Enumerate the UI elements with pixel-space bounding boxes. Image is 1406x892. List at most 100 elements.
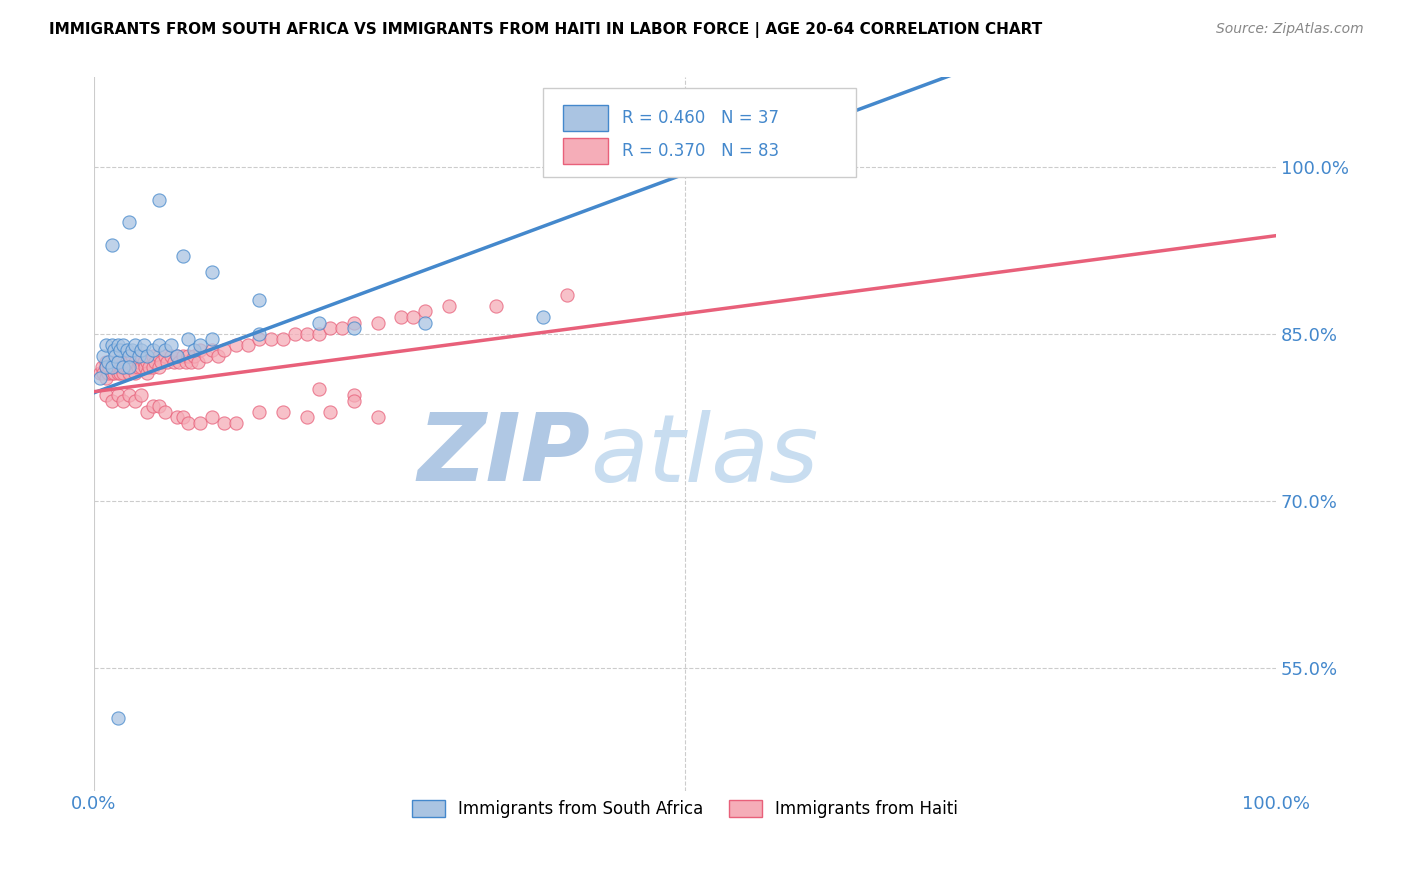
Point	[207, 349, 229, 363]
Point	[115, 360, 138, 375]
Point	[129, 349, 152, 363]
Point	[128, 354, 150, 368]
Point	[188, 338, 211, 352]
Point	[100, 354, 122, 368]
Point	[201, 410, 224, 425]
Point	[129, 388, 152, 402]
Point	[112, 366, 135, 380]
Point	[136, 405, 159, 419]
Text: Source: ZipAtlas.com: Source: ZipAtlas.com	[1216, 22, 1364, 37]
Point	[129, 360, 152, 375]
Point	[187, 354, 209, 368]
Point	[94, 360, 117, 375]
Point	[343, 388, 366, 402]
Point	[177, 349, 200, 363]
Text: ZIP: ZIP	[418, 409, 591, 501]
Point	[107, 338, 129, 352]
Point	[114, 360, 136, 375]
Point	[136, 349, 159, 363]
Point	[174, 354, 197, 368]
Legend: Immigrants from South Africa, Immigrants from Haiti: Immigrants from South Africa, Immigrants…	[405, 794, 965, 825]
Point	[148, 399, 170, 413]
Point	[402, 310, 425, 324]
Point	[308, 383, 330, 397]
Point	[100, 360, 122, 375]
Point	[89, 366, 111, 380]
Point	[249, 326, 271, 341]
Point	[485, 299, 508, 313]
Point	[225, 338, 247, 352]
Point	[98, 360, 121, 375]
Point	[94, 388, 117, 402]
Point	[112, 354, 135, 368]
Point	[89, 371, 111, 385]
Point	[100, 338, 122, 352]
Point	[159, 349, 181, 363]
Point	[166, 349, 188, 363]
Point	[531, 310, 554, 324]
Point	[142, 399, 165, 413]
Point	[225, 416, 247, 430]
Point	[107, 354, 129, 368]
Point	[188, 416, 211, 430]
Point	[308, 316, 330, 330]
Point	[129, 343, 152, 358]
Point	[308, 326, 330, 341]
Point	[413, 316, 436, 330]
Point	[343, 321, 366, 335]
Point	[148, 349, 170, 363]
Point	[142, 349, 165, 363]
Point	[367, 410, 389, 425]
Point	[132, 338, 155, 352]
Point	[107, 388, 129, 402]
Point	[188, 343, 211, 358]
Point	[107, 711, 129, 725]
Point	[367, 316, 389, 330]
Point	[319, 405, 342, 419]
Point	[195, 349, 218, 363]
Point	[94, 360, 117, 375]
Point	[159, 338, 181, 352]
Text: IMMIGRANTS FROM SOUTH AFRICA VS IMMIGRANTS FROM HAITI IN LABOR FORCE | AGE 20-64: IMMIGRANTS FROM SOUTH AFRICA VS IMMIGRAN…	[49, 22, 1042, 38]
Point	[142, 343, 165, 358]
Point	[103, 343, 125, 358]
Point	[118, 366, 141, 380]
Point	[122, 360, 145, 375]
Point	[100, 393, 122, 408]
Point	[212, 416, 235, 430]
FancyBboxPatch shape	[564, 105, 609, 131]
Point	[201, 332, 224, 346]
Point	[124, 338, 146, 352]
Point	[118, 349, 141, 363]
Point	[167, 354, 190, 368]
Point	[249, 293, 271, 308]
Point	[163, 354, 186, 368]
Point	[118, 354, 141, 368]
Point	[183, 349, 205, 363]
Point	[128, 349, 150, 363]
Point	[121, 349, 143, 363]
Point	[118, 360, 141, 375]
Point	[104, 360, 127, 375]
Point	[100, 237, 122, 252]
Point	[166, 410, 188, 425]
Point	[94, 338, 117, 352]
Point	[413, 304, 436, 318]
Point	[136, 354, 159, 368]
Point	[108, 343, 131, 358]
Point	[94, 371, 117, 385]
Point	[103, 366, 125, 380]
Point	[134, 360, 156, 375]
Point	[148, 338, 170, 352]
Point	[124, 393, 146, 408]
Point	[249, 332, 271, 346]
Point	[166, 349, 188, 363]
Point	[177, 416, 200, 430]
Point	[236, 338, 259, 352]
Point	[91, 360, 114, 375]
Point	[124, 366, 146, 380]
Point	[150, 354, 173, 368]
Point	[177, 332, 200, 346]
Point	[172, 249, 194, 263]
Point	[112, 393, 135, 408]
